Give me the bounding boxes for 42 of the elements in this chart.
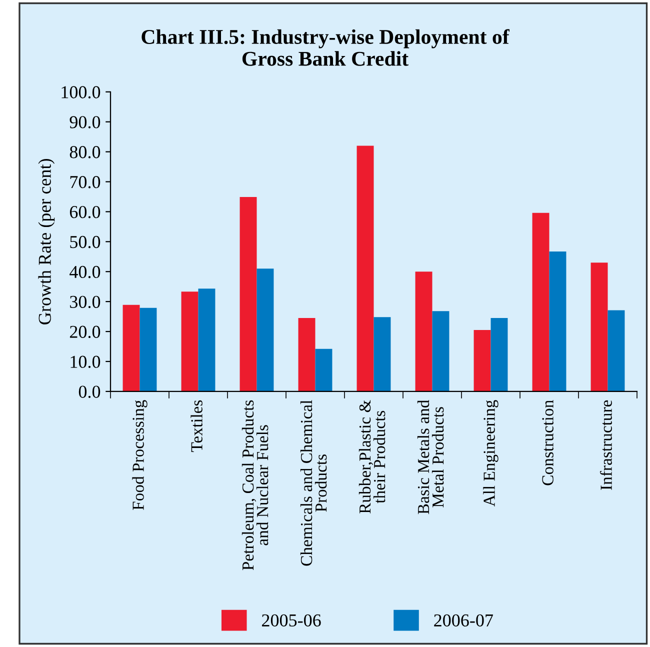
bar [256, 268, 274, 392]
x-tick-label: Infrastructure [600, 400, 612, 490]
x-tick-label: Petroleum, Coal Products and Nuclear Fuels [242, 400, 268, 570]
bar [298, 318, 316, 392]
bar [590, 262, 608, 392]
bar [432, 311, 450, 392]
bar [140, 308, 157, 392]
y-tick-label: 60.0 [70, 206, 100, 218]
y-axis-title: Growth Rate (per cent) [38, 158, 55, 324]
bar [490, 318, 508, 392]
bar [374, 317, 391, 392]
bar [415, 272, 432, 392]
x-tick-label: Rubber,Plastic & their Products [358, 400, 386, 514]
y-tick-label: 50.0 [70, 236, 100, 248]
x-tick-label: Construction [542, 400, 554, 486]
x-tick-label: Chemicals and Chemical Products [300, 400, 327, 566]
y-tick-label: 80.0 [70, 146, 100, 158]
bar [315, 348, 332, 392]
y-tick-label: 40.0 [70, 266, 100, 278]
y-tick-label: 20.0 [70, 326, 100, 338]
y-tick-label: 100.0 [62, 86, 100, 98]
chart-title: Chart III.5: Industry-wise Deployment of Gross Bank Credit [142, 29, 510, 66]
x-tick-label: Textiles [190, 400, 202, 452]
legend-label: 2005-06 [262, 614, 321, 627]
x-tick-label: All Engineering [483, 400, 498, 507]
bar [122, 304, 140, 392]
bar [181, 292, 198, 392]
y-tick-label: 10.0 [70, 356, 100, 368]
y-tick-label: 90.0 [70, 116, 100, 128]
legend-label: 2006-07 [434, 614, 493, 627]
bar [198, 288, 216, 392]
y-tick-label: 0.0 [78, 386, 100, 398]
x-tick-label: Basic Metals and Metal Products [417, 400, 444, 514]
bar [549, 252, 566, 392]
x-tick-label: Food Processing [132, 400, 148, 510]
bar [474, 330, 491, 392]
y-tick-label: 30.0 [70, 296, 100, 308]
bar [608, 310, 625, 392]
bar [356, 146, 374, 392]
bar [240, 197, 257, 392]
bar [532, 212, 550, 392]
y-tick-label: 70.0 [70, 176, 100, 188]
